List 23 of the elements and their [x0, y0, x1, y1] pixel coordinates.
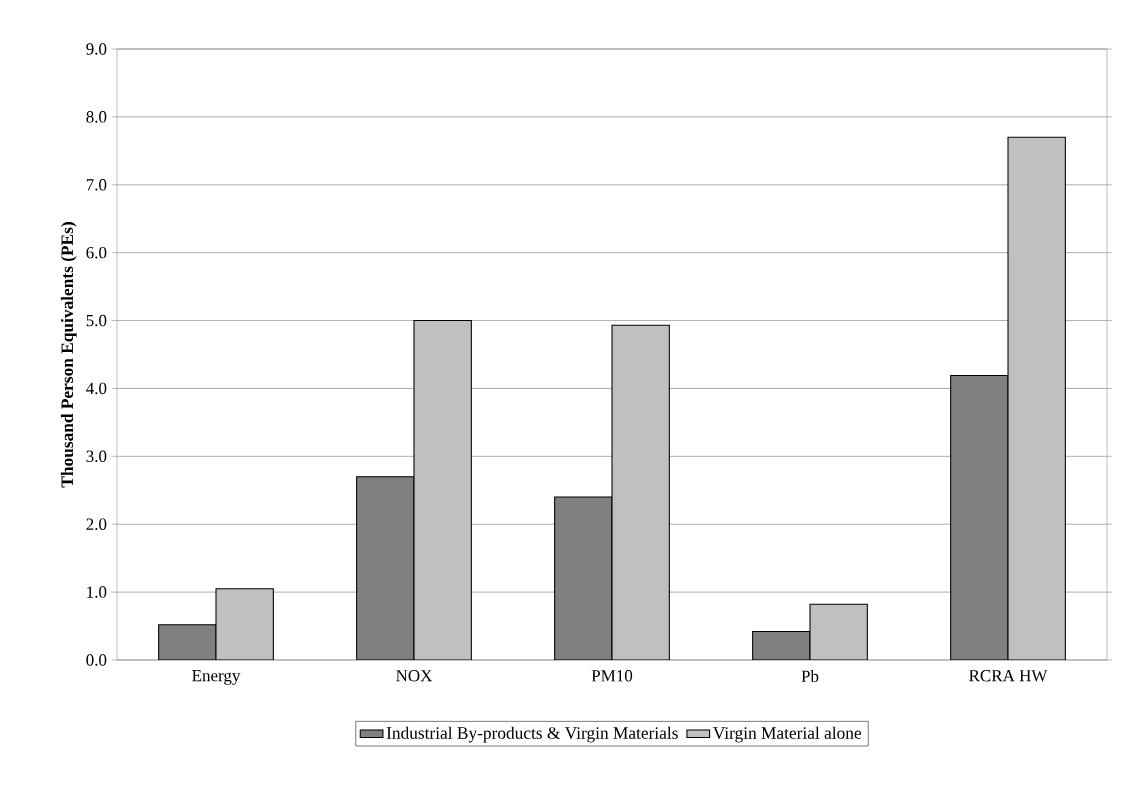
y-tick-label: 0.0 — [86, 654, 107, 666]
bar — [809, 603, 868, 660]
x-tick-label: Energy — [192, 670, 241, 685]
x-tick-label: Pb — [801, 670, 819, 682]
y-tick-label: 2.0 — [86, 518, 107, 530]
y-tick-label: 8.0 — [86, 111, 107, 123]
bar — [1007, 136, 1066, 660]
y-tick-label: 4.0 — [86, 382, 107, 395]
legend-label: Virgin Material alone — [712, 726, 862, 743]
x-tick-label: PM10 — [591, 670, 633, 682]
legend-label: Industrial By-products & Virgin Materials — [386, 726, 678, 743]
y-tick-label: 5.0 — [86, 314, 107, 327]
bar — [611, 324, 670, 660]
x-tick-label: NOX — [396, 670, 433, 682]
y-tick-label: 9.0 — [86, 43, 107, 55]
y-axis-title: Thousand Person Equivalents (PEs) — [60, 222, 77, 488]
bar — [413, 320, 472, 660]
x-tick-label: RCRA HW — [969, 670, 1048, 682]
y-tick-label: 7.0 — [86, 179, 107, 191]
y-tick-label: 6.0 — [86, 246, 107, 259]
y-tick-label: 3.0 — [86, 450, 107, 463]
y-tick-label: 1.0 — [87, 586, 107, 598]
bar — [215, 588, 274, 660]
